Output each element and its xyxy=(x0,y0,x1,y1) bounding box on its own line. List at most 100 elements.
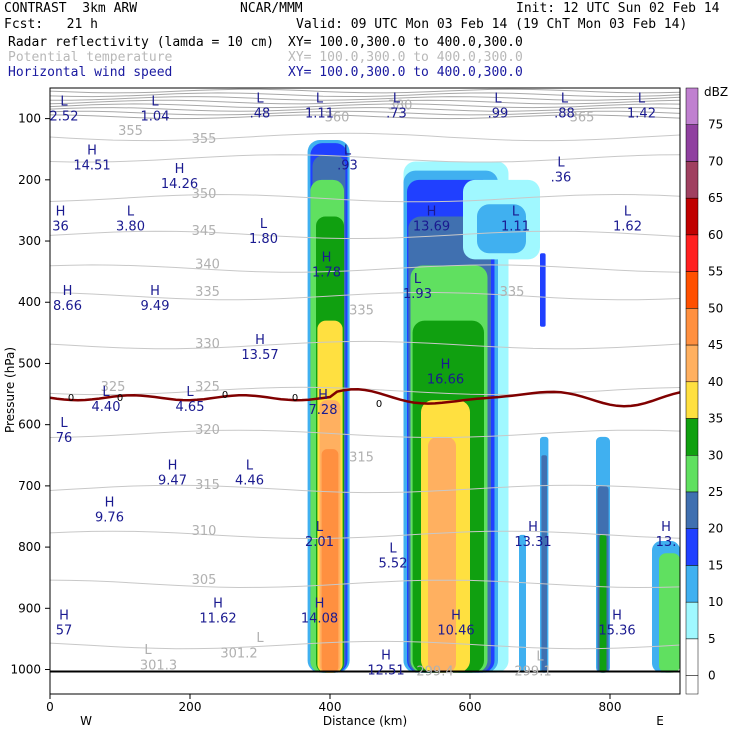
theta-contour-upper xyxy=(50,88,680,94)
theta-contour xyxy=(50,154,680,163)
wind-extremum-marker: H xyxy=(318,388,328,403)
colorbar-swatch xyxy=(685,161,699,199)
theta-contour xyxy=(50,429,680,438)
wind-speed-label: 1.80 xyxy=(249,232,278,247)
wind-speed-label: 9.49 xyxy=(141,299,170,314)
theta-label: 325 xyxy=(101,380,126,395)
y-tick-label: 300 xyxy=(18,234,41,248)
wind-speed-label: .88 xyxy=(554,106,575,121)
wind-extremum-marker: L xyxy=(389,541,397,556)
wind-extremum-marker: H xyxy=(315,596,325,611)
field-xy-wind: XY= 100.0,300.0 to 400.0,300.0 xyxy=(288,65,523,80)
theta-label: 305 xyxy=(192,573,217,588)
theta-label: 380 xyxy=(388,98,413,113)
wind-speed-label: 16.66 xyxy=(427,373,464,388)
theta-contour xyxy=(50,132,680,142)
wind-speed-label: 3.80 xyxy=(116,220,145,235)
wind-speed-label: 15.36 xyxy=(598,624,635,639)
colorbar-level-label: 30 xyxy=(708,448,723,462)
theta-contour xyxy=(50,193,680,203)
wind-speed-label: 1.04 xyxy=(141,109,170,124)
colorbar-level-label: 40 xyxy=(708,375,723,389)
wind-extremum-marker: H xyxy=(168,459,178,474)
wind-speed-label: 2.52 xyxy=(50,109,79,124)
colorbar-swatch xyxy=(685,418,699,456)
wind-speed-label: .48 xyxy=(250,106,271,121)
theta-contour xyxy=(50,340,680,350)
colorbar-level-label: 20 xyxy=(708,522,723,536)
field-name-theta: Potential temperature xyxy=(8,50,173,65)
x-tick-label: 200 xyxy=(179,700,202,714)
wind-speed-label: 11.62 xyxy=(199,611,236,626)
colorbar-level-label: 50 xyxy=(708,301,723,315)
reflectivity-cell xyxy=(321,449,339,673)
wind-speed-label: 1.62 xyxy=(613,220,642,235)
valid-time: Valid: 09 UTC Mon 03 Feb 14 (19 ChT Mon … xyxy=(296,17,688,32)
wind-speed-label: .36 xyxy=(551,171,572,186)
wind-extremum-marker: H xyxy=(255,333,265,348)
colorbar-swatch xyxy=(685,455,699,493)
wind-speed-label: 4.46 xyxy=(235,474,264,489)
theta-label: 355 xyxy=(118,124,143,139)
x-end-west: W xyxy=(80,714,92,728)
colorbar-level-label: 55 xyxy=(708,265,723,279)
wind-extremum-marker: L xyxy=(638,91,646,106)
colorbar-swatch xyxy=(685,638,699,676)
wind-speed-label: 13.69 xyxy=(413,220,450,235)
wind-speed-label: 7.28 xyxy=(309,403,338,418)
colorbar-swatch xyxy=(685,87,699,125)
wind-speed-label: 76 xyxy=(56,431,73,446)
freezing-level-label: 0 xyxy=(376,399,382,410)
wind-extremum-marker: H xyxy=(661,520,671,535)
x-tick-label: 600 xyxy=(459,700,482,714)
org-label: NCAR/MMM xyxy=(240,1,303,16)
wind-speed-label: 13.31 xyxy=(514,535,551,550)
wind-speed-label: 57 xyxy=(56,624,73,639)
colorbar-unit: dBZ xyxy=(704,85,728,99)
colorbar-level-label: 25 xyxy=(708,485,723,499)
theta-label: 335 xyxy=(349,303,374,318)
colorbar-level-label: 10 xyxy=(708,595,723,609)
y-tick-label: 400 xyxy=(18,295,41,309)
theta-label: 330 xyxy=(195,337,220,352)
colorbar-swatch xyxy=(685,344,699,383)
colorbar-swatch xyxy=(685,197,699,236)
wind-extremum-marker: L xyxy=(260,217,268,232)
reflectivity-cell xyxy=(540,253,546,327)
theta-label: 335 xyxy=(500,285,525,300)
wind-speed-label: 1.78 xyxy=(312,266,341,281)
x-tick-label: 0 xyxy=(46,700,54,714)
theta-contour-upper xyxy=(50,114,680,120)
freezing-level-label: 0 xyxy=(68,393,74,404)
theta-label: 365 xyxy=(570,111,595,126)
colorbar-swatch xyxy=(685,675,699,695)
wind-speed-label: 1.42 xyxy=(627,106,656,121)
freezing-level-label: 0 xyxy=(117,393,123,404)
theta-contour xyxy=(50,640,680,650)
wind-speed-label: 1.93 xyxy=(403,287,432,302)
wind-speed-label: 4.40 xyxy=(92,400,121,415)
wind-speed-label: .93 xyxy=(337,158,358,173)
wind-extremum-marker: H xyxy=(56,205,66,220)
freezing-level-label: 0 xyxy=(222,390,228,401)
field-name-wind: Horizontal wind speed xyxy=(8,65,173,80)
wind-speed-label: 10.46 xyxy=(437,624,474,639)
wind-speed-label: 8.66 xyxy=(53,299,82,314)
theta-label: 350 xyxy=(192,187,217,202)
wind-extremum-marker: L xyxy=(557,156,565,171)
wind-extremum-marker: H xyxy=(59,609,69,624)
colorbar-level-label: 0 xyxy=(708,669,716,683)
wind-speed-label: 13.57 xyxy=(241,348,278,363)
theta-label: 301.2 xyxy=(220,646,257,661)
y-axis-label: Pressure (hPa) xyxy=(3,347,17,433)
colorbar-swatch xyxy=(685,234,699,272)
wind-extremum-marker: L xyxy=(246,459,254,474)
theta-label: 315 xyxy=(349,450,374,465)
theta-contour xyxy=(50,484,680,494)
colorbar-swatch xyxy=(685,528,699,566)
y-tick-label: 100 xyxy=(18,112,41,126)
wind-speed-label: 12.51 xyxy=(367,663,404,678)
wind-speed-label: 2.01 xyxy=(305,535,334,550)
wind-extremum-marker: L xyxy=(102,385,110,400)
theta-contour xyxy=(50,230,680,239)
